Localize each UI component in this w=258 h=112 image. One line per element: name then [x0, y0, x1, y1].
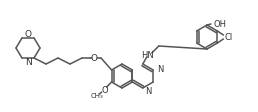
- Text: O: O: [25, 29, 31, 39]
- Text: N: N: [157, 65, 164, 73]
- Text: CH₃: CH₃: [90, 93, 103, 99]
- Text: O: O: [101, 85, 108, 95]
- Text: N: N: [25, 57, 31, 67]
- Text: N: N: [145, 86, 151, 96]
- Text: HN: HN: [141, 51, 154, 59]
- Text: Cl: Cl: [224, 32, 232, 42]
- Text: O: O: [91, 54, 98, 62]
- Text: OH: OH: [214, 19, 227, 28]
